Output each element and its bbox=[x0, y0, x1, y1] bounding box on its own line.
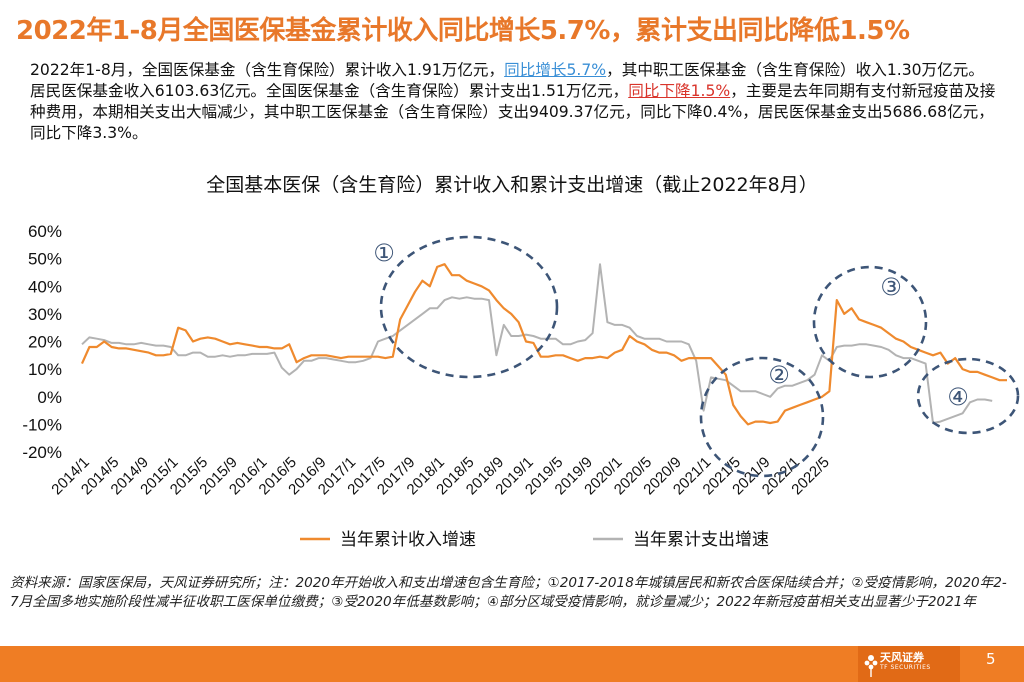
y-tick-label: 50% bbox=[28, 250, 62, 269]
annotation-ellipse bbox=[379, 235, 559, 379]
y-tick-label: 10% bbox=[28, 360, 62, 379]
summary-text-3: ，主要是去年同期有支付新冠疫苗及接种费用，本期相关支出大幅减少，其中职工医保基金… bbox=[30, 82, 996, 142]
series-lines bbox=[80, 263, 1007, 426]
page-title: 2022年1-8月全国医保基金累计收入同比增长5.7%，累计支出同比降低1.5% bbox=[16, 16, 910, 46]
source-note: 资料来源：国家医保局，天风证券研究所；注：2020年开始收入和支出增速包含生育险… bbox=[10, 575, 1007, 610]
y-tick-label: 40% bbox=[28, 277, 62, 296]
annotation-marker: ④ bbox=[947, 383, 969, 411]
y-tick-label: 60% bbox=[28, 222, 62, 241]
logo-subtitle: TF SECURITIES bbox=[880, 664, 931, 671]
logo-flower-icon bbox=[864, 655, 878, 677]
y-tick-label: -10% bbox=[22, 415, 62, 434]
legend-label: 当年累计收入增速 bbox=[340, 530, 476, 550]
annotation-ellipse bbox=[699, 356, 825, 478]
annotation-ellipse bbox=[812, 265, 928, 379]
y-tick-label: 20% bbox=[28, 333, 62, 352]
y-tick-label: 0% bbox=[37, 388, 62, 407]
chart-title: 全国基本医保（含生育险）累计收入和累计支出增速（截止2022年8月） bbox=[206, 174, 818, 196]
income-growth-highlight: 同比增长5.7% bbox=[504, 61, 607, 79]
logo-name: 天风证券 bbox=[880, 651, 924, 664]
expense-growth-line bbox=[81, 263, 993, 424]
summary-paragraph: 2022年1-8月，全国医保基金（含生育保险）累计收入1.91万亿元，同比增长5… bbox=[30, 60, 998, 144]
annotation-marker: ② bbox=[768, 361, 790, 389]
y-tick-label: -20% bbox=[22, 443, 62, 462]
annotation-marker: ① bbox=[373, 239, 395, 267]
page-number: 5 bbox=[986, 650, 996, 668]
summary-text-1: 2022年1-8月，全国医保基金（含生育保险）累计收入1.91万亿元， bbox=[30, 61, 505, 79]
annotations: ① ② ③ ④ bbox=[373, 235, 1020, 478]
y-axis: 60% 50% 40% 30% 20% 10% 0% -10% -20% bbox=[22, 222, 62, 462]
footer-bar bbox=[0, 646, 1024, 682]
expense-decline-highlight: 同比下降1.5% bbox=[628, 82, 731, 100]
annotation-marker: ③ bbox=[880, 273, 902, 301]
y-tick-label: 30% bbox=[28, 305, 62, 324]
x-axis: 2014/12014/52014/92015/12015/52015/92016… bbox=[48, 454, 832, 498]
legend-label: 当年累计支出增速 bbox=[633, 530, 769, 550]
income-growth-line bbox=[80, 263, 1007, 426]
summary-text-2: ，其中职工医保基金（含生育保险）收入1.30万亿元。居民医保基金收入6103.6… bbox=[30, 61, 984, 100]
line-chart: 60% 50% 40% 30% 20% 10% 0% -10% -20% 2014/12014/… bbox=[22, 222, 1020, 550]
annotation-ellipse bbox=[916, 357, 1020, 435]
legend: 当年累计收入增速 当年累计支出增速 bbox=[300, 530, 769, 550]
